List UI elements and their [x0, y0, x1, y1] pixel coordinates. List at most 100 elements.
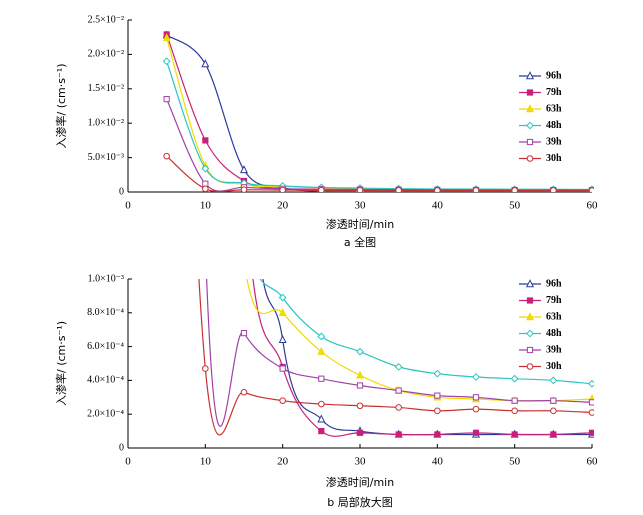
data-point — [241, 225, 247, 231]
data-point — [395, 404, 402, 411]
data-point — [201, 164, 210, 173]
data-point — [318, 186, 325, 192]
x-tick-label: 60 — [587, 456, 599, 468]
data-point — [278, 335, 287, 344]
data-point — [202, 137, 209, 144]
legend-label: 39h — [546, 136, 562, 147]
data-point — [241, 258, 247, 264]
legend-label: 79h — [546, 87, 562, 98]
y-tick-label: 0 — [119, 442, 124, 453]
y-tick-label: 1.0×10⁻² — [88, 117, 124, 128]
series-line — [166, 98, 593, 192]
y-tick-label: 0 — [119, 186, 124, 197]
legend-marker — [526, 363, 534, 370]
data-point — [318, 400, 325, 408]
legend-label: 96h — [546, 278, 562, 289]
series-line — [246, 279, 593, 402]
data-point — [472, 373, 480, 381]
x-tick-label: 0 — [125, 456, 131, 468]
data-point — [318, 428, 325, 435]
x-tick-label: 20 — [277, 456, 289, 468]
data-point — [279, 397, 286, 404]
legend-marker — [525, 71, 535, 80]
legend-label: 63h — [546, 103, 562, 114]
data-point — [434, 407, 441, 415]
legend-marker — [525, 279, 535, 288]
data-point — [395, 187, 402, 192]
x-tick-label: 30 — [355, 456, 367, 468]
series-line — [166, 155, 593, 192]
x-tick-label: 30 — [355, 200, 367, 212]
series-area — [198, 225, 594, 438]
data-point — [317, 332, 326, 341]
legend-marker — [526, 138, 534, 146]
legend-marker — [526, 155, 534, 162]
x-tick-label: 60 — [587, 200, 599, 212]
y-tick-label: 6.0×10⁻⁴ — [87, 341, 124, 352]
chart-title: a 全图 — [344, 235, 376, 249]
data-point — [549, 376, 558, 385]
x-tick-label: 50 — [509, 456, 521, 468]
x-tick-label: 40 — [432, 456, 444, 468]
y-tick-label: 2.5×10⁻² — [88, 14, 124, 25]
data-point — [472, 405, 480, 413]
y-tick-label: 1.5×10⁻² — [88, 83, 124, 94]
legend-label: 30h — [546, 361, 562, 372]
series-line — [262, 279, 592, 436]
y-axis-label: 入渗率/ (cm·s⁻¹) — [54, 64, 68, 149]
data-point — [317, 346, 326, 355]
data-point — [472, 429, 480, 436]
chart-title: b 局部放大图 — [327, 495, 392, 509]
data-point — [588, 379, 594, 388]
data-point — [278, 307, 287, 316]
x-axis-label: 渗透时间/min — [326, 475, 394, 489]
legend-label: 30h — [546, 153, 562, 164]
x-tick-label: 20 — [277, 200, 289, 212]
series-area — [162, 30, 594, 192]
x-tick-label: 0 — [125, 200, 131, 212]
data-point — [356, 382, 364, 389]
x-tick-label: 40 — [432, 200, 444, 212]
data-point — [278, 293, 287, 302]
y-tick-label: 5.0×10⁻³ — [88, 152, 124, 163]
data-point — [511, 407, 518, 415]
data-point — [550, 431, 557, 438]
legend-marker — [525, 312, 535, 321]
data-point — [434, 187, 441, 192]
data-point — [318, 375, 325, 382]
data-point — [588, 409, 594, 416]
data-point — [434, 431, 441, 438]
y-tick-label: 1.0×10⁻³ — [88, 273, 124, 284]
legend-label: 48h — [546, 328, 562, 339]
y-axis-label: 入渗率/ (cm·s⁻¹) — [54, 321, 68, 406]
data-point — [240, 329, 248, 337]
data-point — [202, 185, 209, 192]
data-point — [472, 394, 480, 401]
data-point — [317, 414, 326, 423]
y-tick-label: 2.0×10⁻² — [88, 49, 124, 60]
y-tick-label: 4.0×10⁻⁴ — [87, 375, 124, 386]
data-point — [240, 186, 248, 192]
x-axis-label: 渗透时间/min — [326, 217, 394, 231]
data-point — [202, 365, 209, 372]
data-point — [356, 347, 364, 356]
data-point — [550, 397, 557, 404]
plot: 0 5.0×10⁻³ 1.0×10⁻² 1.5×10⁻² 2.0×10⁻² 2.5×10⁻… — [54, 14, 598, 249]
y-tick-label: 2.0×10⁻⁴ — [87, 408, 124, 419]
data-point — [588, 399, 594, 406]
series-line — [166, 34, 593, 192]
data-point — [511, 397, 518, 404]
plot: 0 2.0×10⁻⁴ 4.0×10⁻⁴ 6.0×10⁻⁴ 8.0×10⁻⁴ 1.0×10⁻… — [54, 225, 599, 509]
data-point — [588, 187, 594, 192]
data-point — [511, 431, 518, 438]
series-line — [166, 37, 593, 191]
legend-marker — [526, 329, 534, 338]
legend-marker — [526, 346, 534, 354]
data-point — [588, 429, 594, 436]
legend-label: 79h — [546, 295, 562, 306]
data-point — [472, 187, 480, 192]
data-point — [433, 369, 442, 378]
data-point — [355, 370, 365, 379]
data-point — [395, 431, 402, 438]
data-point — [550, 187, 557, 192]
